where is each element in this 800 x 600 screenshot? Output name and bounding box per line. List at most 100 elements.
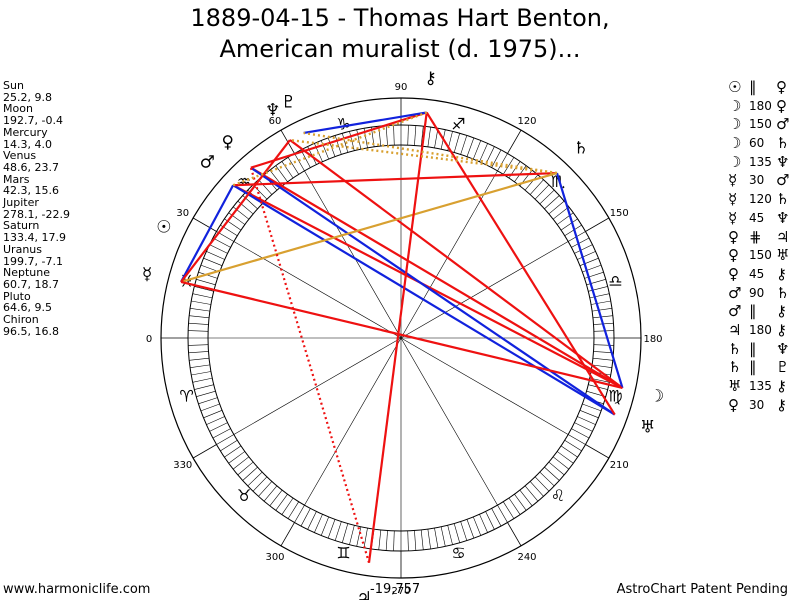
degree-tick <box>209 244 228 254</box>
degree-tick <box>216 434 235 445</box>
degree-label: 30 <box>176 208 189 219</box>
neptune-icon: ♆ <box>265 101 280 121</box>
degree-tick <box>188 322 209 325</box>
degree-tick <box>574 244 593 254</box>
degree-tick <box>560 218 578 231</box>
degree-tick <box>466 519 475 539</box>
planet-position-neptune: 60.7, 18.7 <box>3 277 59 291</box>
degree-tick <box>414 530 417 551</box>
degree-tick <box>263 485 278 502</box>
degree-tick <box>564 440 582 452</box>
aspect-planet-1-icon: ♀ <box>728 395 739 414</box>
jupiter-icon: ♃ <box>356 588 371 600</box>
degree-tick <box>577 251 596 260</box>
aspect-planet-2-icon: ♇ <box>776 358 790 377</box>
degree-tick <box>593 330 614 332</box>
degree-tick <box>556 451 574 464</box>
degree-label: 0 <box>146 334 152 345</box>
degree-tick <box>539 471 555 487</box>
aspect-row: ☉ ∥ ♀ <box>728 78 800 97</box>
aspect-type: 180 <box>749 322 772 337</box>
degree-tick <box>473 140 482 160</box>
sign-division-line <box>400 337 498 506</box>
aspect-type: ∥ <box>749 358 757 377</box>
zodiac-sign-icon: ♊ <box>336 543 350 562</box>
degree-tick <box>589 293 610 299</box>
degree-tick <box>574 422 593 432</box>
degree-tick <box>524 174 539 191</box>
planet-name-mars: Mars <box>3 172 30 186</box>
degree-tick <box>198 397 218 405</box>
degree-label: 180 <box>643 334 662 345</box>
planet-name-jupiter: Jupiter <box>3 196 39 210</box>
aspect-type: 30 <box>749 397 765 412</box>
aspect-row: ♄ ∥ ♆ <box>728 340 800 359</box>
aspect-type: ⋕ <box>749 227 762 246</box>
degree-tick <box>534 184 550 200</box>
sign-division-line <box>304 337 402 506</box>
degree-tick <box>548 200 565 215</box>
aspect-row: ☿ 45 ♆ <box>728 209 800 228</box>
aspect-planet-1-icon: ♀ <box>728 246 739 265</box>
degree-tick <box>228 451 246 464</box>
planet-position-mars: 42.3, 15.6 <box>3 184 59 198</box>
degree-tick <box>342 523 349 543</box>
aspect-type: ∥ <box>749 339 757 358</box>
aspect-type: 180 <box>749 98 772 113</box>
pluto-icon: ♇ <box>281 92 296 112</box>
zodiac-sign-icon: ♉ <box>237 486 251 505</box>
planet-name-moon: Moon <box>3 102 33 116</box>
zodiac-sign-icon: ♋ <box>451 543 465 562</box>
degree-tick <box>242 466 258 481</box>
zodiac-sign-icon: ♍ <box>608 386 622 405</box>
aspect-row: ☽ 135 ♆ <box>728 153 800 172</box>
degree-tick <box>420 126 424 147</box>
degree-label: 330 <box>173 460 192 471</box>
planet-position-list: Sun 25.2, 9.8 Moon 192.7, -0.4 Mercury 14.3, … <box>3 80 70 337</box>
sign-division-tick <box>507 522 522 547</box>
aspect-planet-2-icon: ⚷ <box>776 264 787 283</box>
sign-division-tick <box>280 522 295 547</box>
aspect-planet-1-icon: ☽ <box>728 152 742 171</box>
degree-tick <box>327 519 336 539</box>
degree-tick <box>427 529 431 549</box>
degree-tick <box>188 351 209 354</box>
degree-tick <box>414 125 417 146</box>
zodiac-sign-icon: ♑ <box>336 115 350 134</box>
sign-division-tick <box>585 217 610 232</box>
degree-tick <box>440 526 446 547</box>
planet-position-sun: 25.2, 9.8 <box>3 90 52 104</box>
footer-site-link[interactable]: www.harmoniclife.com <box>3 582 151 597</box>
planet-position-jupiter: 278.1, -22.9 <box>3 207 70 221</box>
planet-position-venus: 48.6, 23.7 <box>3 160 59 174</box>
degree-tick <box>508 497 521 515</box>
aspect-planet-2-icon: ♂ <box>776 115 790 134</box>
degree-tick <box>188 330 209 332</box>
aspect-line-uranus-mars <box>232 184 616 416</box>
degree-tick <box>356 526 362 547</box>
degree-tick <box>582 264 602 273</box>
degree-tick <box>567 434 586 445</box>
degree-label: 150 <box>610 208 629 219</box>
degree-tick <box>592 357 613 361</box>
degree-tick <box>349 525 355 545</box>
degree-tick <box>548 461 565 476</box>
degree-tick <box>447 525 453 545</box>
planet-name-pluto: Pluto <box>3 289 31 303</box>
aspect-row: ♂ ∥ ⚷ <box>728 302 800 321</box>
aspect-row: ♀ 45 ⚷ <box>728 265 800 284</box>
degree-tick <box>571 237 590 248</box>
degree-tick <box>453 133 460 153</box>
aspect-row: ♀ 30 ⚷ <box>728 396 800 415</box>
degree-tick <box>206 251 225 260</box>
degree-label: 120 <box>517 116 536 127</box>
degree-label: 210 <box>610 460 629 471</box>
degree-tick <box>228 212 246 225</box>
degree-tick <box>466 137 475 157</box>
aspect-planet-2-icon: ♆ <box>776 208 790 227</box>
sign-division-line <box>400 337 569 435</box>
aspect-row: ♂ 90 ♄ <box>728 284 800 303</box>
degree-tick <box>287 157 299 175</box>
aspect-row: ☿ 120 ♄ <box>728 190 800 209</box>
